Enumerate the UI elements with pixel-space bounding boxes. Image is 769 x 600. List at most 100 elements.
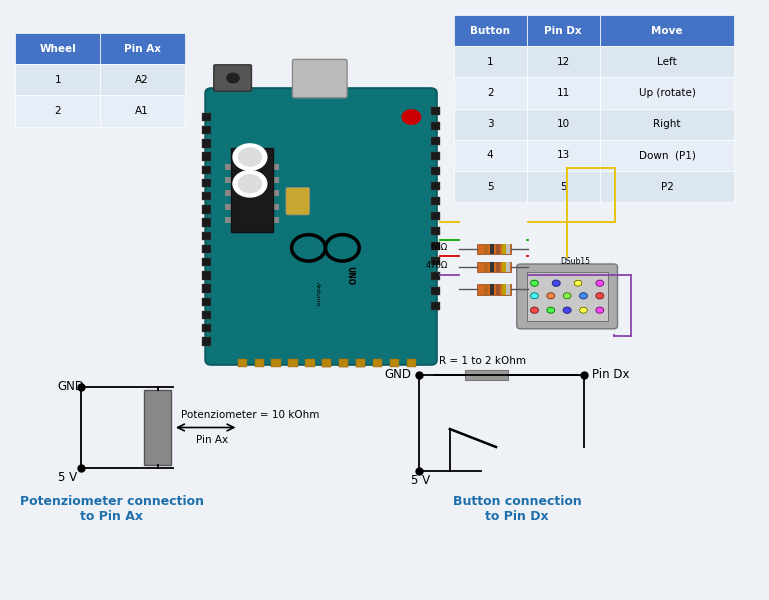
Bar [225, 217, 231, 223]
Text: 10: 10 [557, 119, 570, 129]
Bar [502, 262, 506, 272]
FancyBboxPatch shape [15, 95, 100, 127]
Bar [202, 126, 211, 134]
Circle shape [531, 307, 538, 313]
FancyBboxPatch shape [231, 148, 273, 232]
FancyBboxPatch shape [100, 33, 185, 64]
Bar [202, 324, 211, 332]
Bar [322, 359, 331, 367]
Bar [496, 284, 500, 295]
Text: A1: A1 [135, 106, 149, 116]
Bar [431, 167, 440, 175]
FancyBboxPatch shape [527, 171, 600, 202]
Text: GND: GND [58, 380, 85, 394]
Text: Arduino: Arduino [315, 281, 320, 305]
Circle shape [531, 280, 538, 286]
FancyBboxPatch shape [600, 15, 734, 46]
Bar [273, 203, 279, 209]
Text: 13: 13 [557, 151, 570, 160]
Circle shape [227, 73, 239, 83]
Bar [506, 244, 510, 254]
Bar [288, 359, 298, 367]
Text: Pin Ax: Pin Ax [196, 434, 228, 445]
Bar [202, 245, 211, 253]
FancyBboxPatch shape [454, 15, 527, 46]
Circle shape [596, 293, 604, 299]
Text: 12: 12 [557, 57, 570, 67]
Text: 1: 1 [487, 57, 494, 67]
Circle shape [596, 280, 604, 286]
Text: Down  (P1): Down (P1) [639, 151, 695, 160]
Bar [431, 122, 440, 130]
Text: 68Ω: 68Ω [431, 243, 448, 252]
Circle shape [547, 293, 554, 299]
Bar [484, 262, 488, 272]
FancyBboxPatch shape [205, 88, 437, 365]
FancyBboxPatch shape [454, 46, 527, 77]
Bar [339, 359, 348, 367]
Bar [490, 284, 494, 295]
Bar [271, 359, 281, 367]
Bar [490, 244, 494, 254]
Text: A2: A2 [135, 75, 149, 85]
Bar [273, 190, 279, 196]
FancyBboxPatch shape [527, 77, 600, 109]
Bar [373, 359, 382, 367]
Bar [431, 257, 440, 265]
FancyBboxPatch shape [527, 140, 600, 171]
FancyBboxPatch shape [100, 64, 185, 95]
Text: 5: 5 [560, 182, 567, 191]
Bar [431, 107, 440, 115]
FancyBboxPatch shape [600, 140, 734, 171]
Bar [202, 139, 211, 148]
Bar [202, 113, 211, 121]
Text: Right: Right [654, 119, 681, 129]
Bar [356, 359, 365, 367]
Circle shape [552, 280, 560, 286]
Text: P2: P2 [661, 182, 674, 191]
Bar [431, 272, 440, 280]
Text: 3: 3 [487, 119, 494, 129]
Text: Button connection
to Pin Dx: Button connection to Pin Dx [453, 495, 581, 523]
Circle shape [233, 144, 267, 170]
Circle shape [238, 175, 261, 193]
Bar [202, 284, 211, 293]
Text: 2: 2 [55, 106, 61, 116]
FancyBboxPatch shape [15, 33, 100, 64]
FancyBboxPatch shape [600, 77, 734, 109]
FancyBboxPatch shape [464, 370, 508, 380]
FancyBboxPatch shape [292, 59, 347, 98]
Bar [255, 359, 264, 367]
FancyBboxPatch shape [600, 109, 734, 140]
Text: UNO: UNO [345, 266, 355, 285]
FancyBboxPatch shape [15, 64, 100, 95]
Text: R = 1 to 2 kOhm: R = 1 to 2 kOhm [439, 356, 526, 366]
Bar [431, 302, 440, 310]
FancyBboxPatch shape [527, 15, 600, 46]
Bar [202, 179, 211, 187]
Bar [202, 258, 211, 266]
Bar [390, 359, 399, 367]
Bar [339, 359, 348, 367]
Text: 1: 1 [55, 75, 61, 85]
FancyBboxPatch shape [477, 262, 511, 272]
Bar [202, 298, 211, 306]
Bar [202, 166, 211, 174]
Bar [225, 203, 231, 209]
FancyBboxPatch shape [600, 46, 734, 77]
FancyBboxPatch shape [600, 171, 734, 202]
Bar [202, 232, 211, 240]
Bar [225, 164, 231, 170]
Bar [484, 244, 488, 254]
Circle shape [547, 307, 554, 313]
Bar [356, 359, 365, 367]
FancyBboxPatch shape [477, 244, 511, 254]
Circle shape [238, 148, 261, 166]
Text: 4: 4 [487, 151, 494, 160]
Bar [431, 182, 440, 190]
Text: Potenziometer = 10 kOhm: Potenziometer = 10 kOhm [181, 410, 319, 420]
FancyBboxPatch shape [454, 77, 527, 109]
Bar [202, 337, 211, 346]
Circle shape [596, 307, 604, 313]
Bar [202, 192, 211, 200]
